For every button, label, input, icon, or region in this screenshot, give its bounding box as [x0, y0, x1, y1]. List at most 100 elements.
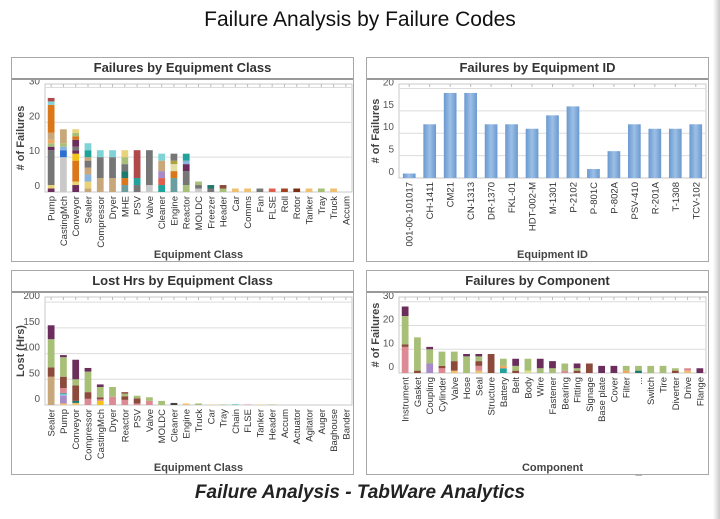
bar-segment: [60, 150, 67, 158]
x-tick-label: Dryer: [108, 409, 119, 432]
bar-segment: [121, 164, 129, 172]
chart-lost-hrs-by-equipment-class: Lost Hrs by Equipment Class 0 50 100 150 200…: [11, 270, 354, 475]
bar-segment: [47, 185, 55, 189]
bar-segment: [256, 188, 264, 192]
bar-segment: [121, 178, 129, 186]
bar-segment: [195, 403, 202, 405]
chart-plot: 0 5 10 15 20 001-00-101017 CH-1411 CM21 CN-1313 D…: [370, 80, 707, 261]
bar-segment: [195, 185, 202, 189]
bar-segment: [573, 363, 581, 369]
bar-segment: [438, 365, 446, 369]
x-tick-label: Baghouse: [329, 409, 340, 452]
x-tick-label: FKL-01: [507, 182, 518, 213]
bar-segment: [47, 97, 55, 102]
bar-segment: [622, 370, 630, 373]
x-tick-label: Reactor: [182, 196, 193, 229]
x-tick-label: R-201A: [650, 181, 661, 214]
bar-segment: [47, 150, 55, 186]
bar-segment: [96, 384, 104, 387]
bar-segment: [72, 136, 80, 140]
bar-segment: [146, 150, 153, 186]
bar-segment: [524, 370, 532, 373]
y-tick-label: 30: [29, 80, 41, 87]
bar-segment: [450, 351, 458, 362]
bar-segment: [305, 188, 313, 192]
bar-segment: [96, 397, 104, 400]
bar-segment: [84, 188, 92, 192]
bar-segment: [47, 146, 55, 151]
bar-segment: [170, 402, 178, 405]
bar-segment: [182, 403, 190, 405]
x-tick-label: Agitator: [305, 409, 316, 442]
bar-segment: [585, 363, 593, 373]
bar-segment: [47, 101, 55, 105]
bar-segment: [524, 358, 532, 371]
x-tick-label: MHE: [120, 196, 131, 217]
bar-segment: [133, 178, 141, 186]
x-tick-label: Fan: [255, 196, 266, 212]
bar-segment: [47, 104, 55, 133]
x-tick-label: Compressor: [83, 409, 94, 461]
bar-segment: [96, 157, 104, 179]
bar-segment: [121, 393, 129, 397]
bar-segment: [487, 354, 495, 373]
bar-segment: [84, 371, 92, 393]
bar-segment: [463, 356, 470, 373]
x-tick-label: Fitting: [573, 377, 584, 403]
x-tick-label: Rotor: [292, 196, 303, 219]
x-tick-label: CastingMch: [96, 409, 107, 459]
x-tick-label-extra: Roll: [634, 475, 645, 476]
bar: [443, 92, 457, 178]
x-tick-label: Pump: [59, 409, 70, 434]
y-tick-label: 5: [388, 145, 394, 156]
x-tick-label: Accum: [280, 409, 291, 438]
bar-segment: [72, 185, 80, 192]
x-tick-label: Diverter: [671, 377, 682, 410]
x-tick-label: Truck: [329, 196, 340, 220]
bar-segment: [244, 188, 251, 192]
bar-segment: [426, 346, 434, 350]
x-tick-label: Hose: [462, 377, 473, 399]
x-tick-label: Conveyor: [71, 196, 82, 237]
bar-segment: [182, 160, 190, 165]
plot-area: [44, 296, 353, 406]
bar-segment: [84, 392, 92, 399]
bar-segment: [438, 368, 446, 373]
bar: [648, 128, 662, 178]
bar-segment: [647, 365, 655, 373]
bar-segment: [72, 385, 80, 401]
x-tick-label: Engine: [182, 409, 193, 439]
y-axis-title: # of Failures: [15, 106, 27, 171]
x-tick-label: Engine: [169, 196, 180, 226]
bar-segment: [219, 404, 227, 405]
chart-failures-by-equipment-id: Failures by Equipment ID 0 5 10 15 20 001-00-…: [366, 57, 709, 262]
y-tick-label: 30: [383, 293, 395, 302]
bar-segment: [281, 188, 288, 192]
bar-segment: [109, 178, 116, 192]
bar-segment: [158, 153, 166, 161]
bar: [546, 115, 559, 178]
bar-segment: [207, 404, 215, 405]
x-tick-label: CH-1411: [425, 182, 436, 219]
bar-segment: [121, 392, 129, 394]
bar-segment: [47, 339, 55, 368]
x-tick-label: Wire: [536, 377, 547, 397]
bar-segment: [72, 139, 80, 147]
bar-segment: [60, 393, 67, 395]
x-axis-title: Component: [522, 462, 583, 474]
bar-segment: [635, 365, 642, 371]
bar: [566, 106, 580, 178]
bar-segment: [84, 160, 92, 168]
bar-segment: [426, 363, 434, 373]
x-tick-label: DR-1370: [487, 182, 498, 220]
x-tick-label: Header: [268, 409, 279, 440]
y-tick-label: 50: [29, 368, 41, 379]
x-tick-label: Conveyor: [71, 409, 82, 450]
bar-segment: [231, 188, 239, 192]
bar-segment: [121, 171, 129, 179]
y-tick-label: 10: [29, 146, 41, 157]
x-tick-label: FLSE: [268, 196, 279, 220]
x-tick-label: Coupling: [425, 377, 436, 415]
bar-segment: [47, 188, 55, 192]
bar-segment: [182, 153, 190, 161]
